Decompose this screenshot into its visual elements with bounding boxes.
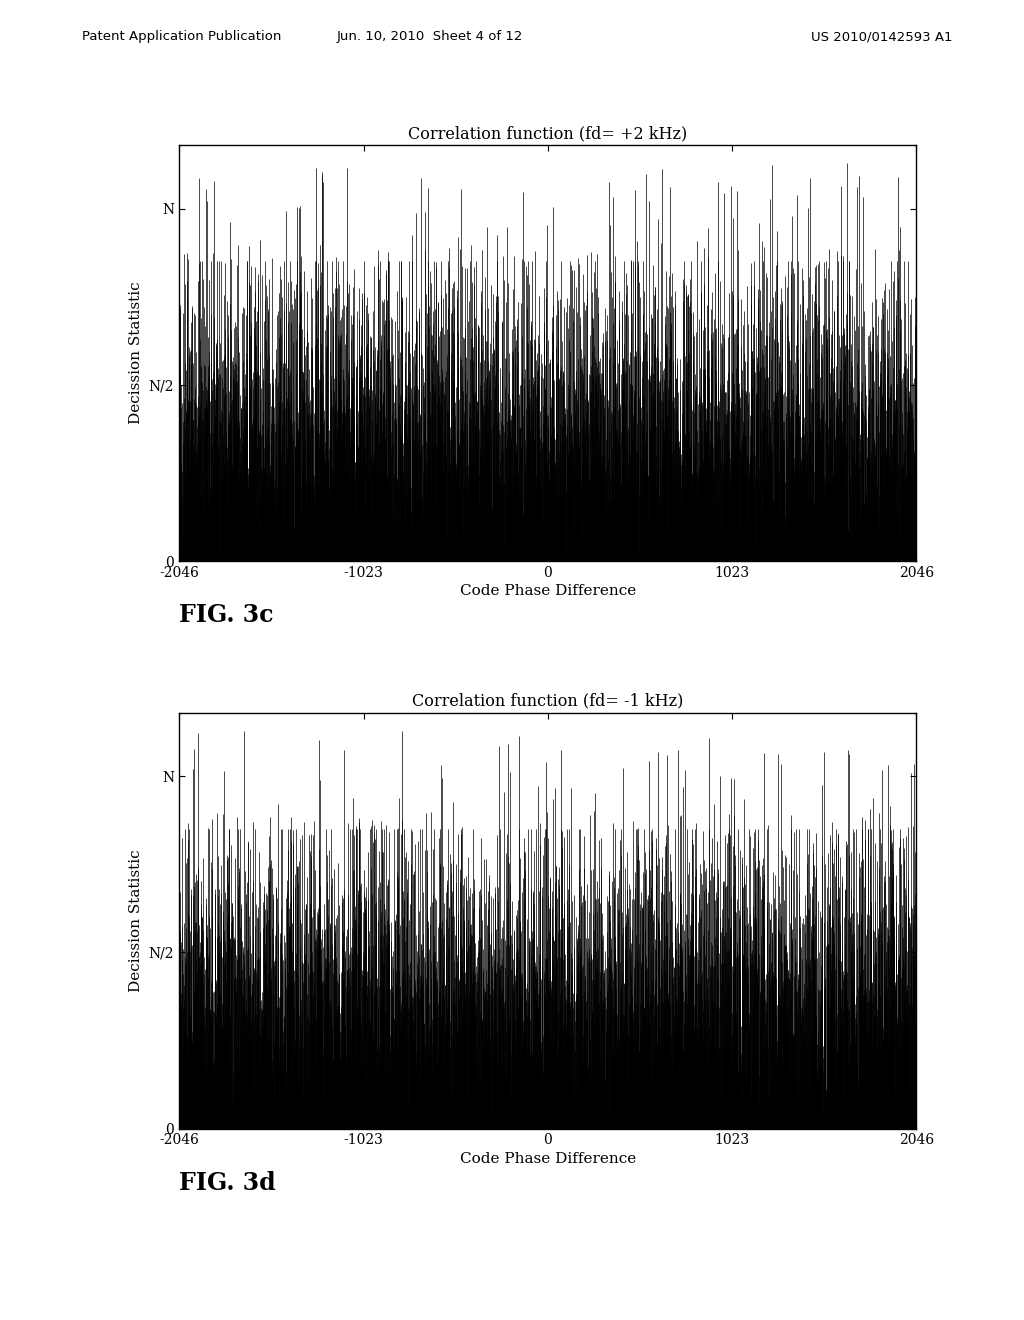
Y-axis label: Decission Statistic: Decission Statistic [129,849,143,993]
X-axis label: Code Phase Difference: Code Phase Difference [460,1151,636,1166]
Text: FIG. 3d: FIG. 3d [179,1171,275,1195]
Title: Correlation function (fd= +2 kHz): Correlation function (fd= +2 kHz) [409,125,687,143]
Title: Correlation function (fd= -1 kHz): Correlation function (fd= -1 kHz) [412,693,684,710]
Y-axis label: Decission Statistic: Decission Statistic [129,281,143,425]
X-axis label: Code Phase Difference: Code Phase Difference [460,583,636,598]
Text: Patent Application Publication: Patent Application Publication [82,30,282,44]
Text: US 2010/0142593 A1: US 2010/0142593 A1 [811,30,952,44]
Text: Jun. 10, 2010  Sheet 4 of 12: Jun. 10, 2010 Sheet 4 of 12 [337,30,523,44]
Text: FIG. 3c: FIG. 3c [179,603,273,627]
